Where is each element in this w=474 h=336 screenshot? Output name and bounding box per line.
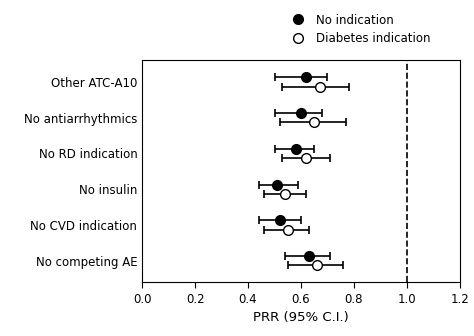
Legend: No indication, Diabetes indication: No indication, Diabetes indication [282,9,435,50]
X-axis label: PRR (95% C.I.): PRR (95% C.I.) [253,311,349,324]
